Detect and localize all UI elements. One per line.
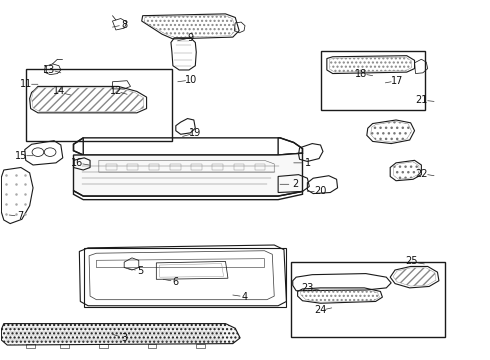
- Polygon shape: [74, 153, 302, 196]
- Polygon shape: [1, 324, 240, 345]
- Text: 9: 9: [187, 33, 194, 43]
- Bar: [291, 262, 445, 337]
- Text: 7: 7: [17, 211, 23, 221]
- Text: 21: 21: [415, 95, 428, 105]
- Text: 25: 25: [405, 256, 418, 266]
- Text: 20: 20: [314, 186, 327, 197]
- Text: 11: 11: [20, 79, 32, 89]
- Text: 12: 12: [110, 86, 122, 96]
- Text: 16: 16: [71, 158, 83, 168]
- Text: 6: 6: [173, 277, 179, 287]
- Text: 4: 4: [242, 292, 248, 302]
- Bar: [84, 248, 287, 307]
- Text: 24: 24: [314, 305, 327, 315]
- Text: 8: 8: [122, 19, 128, 30]
- Text: 2: 2: [292, 179, 298, 189]
- Bar: [320, 51, 425, 111]
- Text: 19: 19: [189, 128, 201, 138]
- Text: 5: 5: [137, 266, 144, 276]
- Text: 22: 22: [415, 168, 428, 179]
- Text: 18: 18: [355, 68, 367, 78]
- Text: 17: 17: [391, 76, 403, 86]
- Text: 14: 14: [53, 86, 65, 96]
- Text: 13: 13: [43, 65, 55, 75]
- Text: 10: 10: [185, 75, 197, 85]
- Text: 1: 1: [305, 158, 312, 168]
- Text: 3: 3: [122, 333, 128, 343]
- Text: 15: 15: [15, 151, 27, 161]
- Text: 23: 23: [301, 283, 314, 293]
- Bar: [26, 69, 172, 141]
